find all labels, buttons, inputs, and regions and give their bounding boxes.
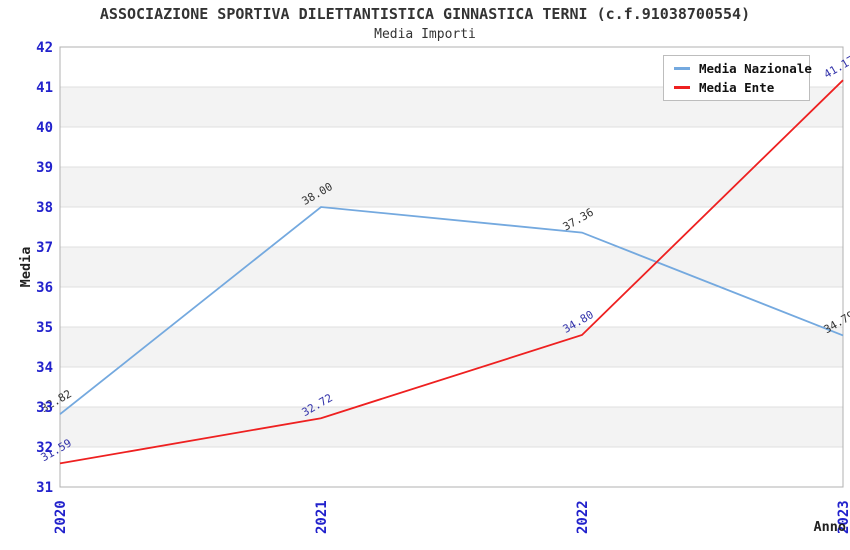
legend-item-media-nazionale: Media Nazionale [674,61,812,77]
y-axis-title: Media [18,247,34,288]
y-tick-label: 36 [36,280,53,296]
x-tick-label: 2022 [575,500,591,534]
x-axis-title: Anno [813,519,846,535]
chart-title: ASSOCIAZIONE SPORTIVA DILETTANTISTICA GI… [99,5,751,23]
plot-border [59,46,844,488]
y-tick-label: 34 [36,360,53,376]
background-band [60,407,843,447]
y-tick-label: 33 [36,400,53,416]
legend-item-media-ente: Media Ente [674,80,809,95]
x-tick-label: 2023 [836,500,850,534]
y-tick-label: 37 [36,240,53,256]
legend: Media Nazionale Media Ente [663,55,812,101]
x-tick-label: 2020 [53,500,69,534]
y-tick-label: 40 [36,120,53,136]
data-label: 37.36 [561,206,596,234]
chart-subtitle: Media Importi [374,27,476,42]
y-tick-label: 39 [36,160,53,176]
y-tick-label: 31 [36,480,53,496]
legend-label: Media Ente [699,79,775,95]
y-tick-label: 38 [36,200,53,216]
media-nazionale-line-icon [674,67,690,71]
background-band [60,247,843,287]
legend-label: Media Nazionale [699,61,812,77]
y-tick-label: 32 [36,440,53,456]
media-ente-line [59,79,844,465]
data-label: 41.17 [822,53,850,81]
y-tick-label: 42 [36,40,53,56]
media-nazionale-line [59,206,844,415]
background-band [60,167,843,207]
background-band [60,327,843,367]
media-ente-line-icon [674,85,690,89]
y-tick-label: 41 [36,80,53,96]
y-tick-label: 35 [36,320,53,336]
x-tick-label: 2021 [314,500,330,534]
